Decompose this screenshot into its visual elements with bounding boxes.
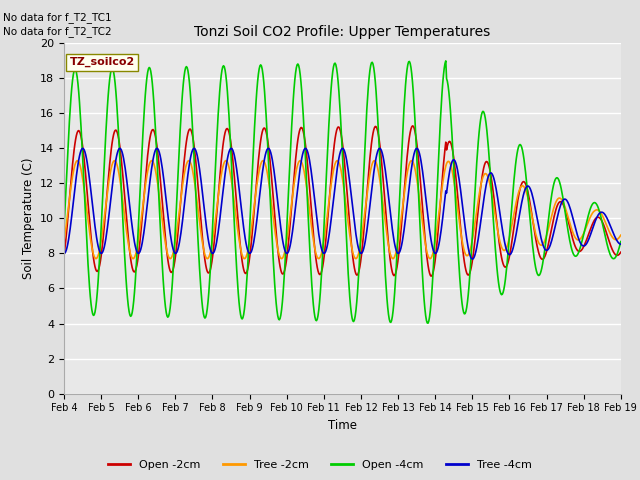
Tree -4cm (190, 145, 198, 151)
Legend: Open -2cm, Tree -2cm, Open -4cm, Tree -4cm: Open -2cm, Tree -2cm, Open -4cm, Tree -4… (104, 456, 536, 474)
Open -2cm (214, 204, 221, 209)
Title: Tonzi Soil CO2 Profile: Upper Temperatures: Tonzi Soil CO2 Profile: Upper Temperatur… (195, 25, 490, 39)
Line: Tree -4cm: Tree -4cm (64, 148, 621, 259)
Tree -2cm (412, 169, 419, 175)
Open -2cm (617, 249, 625, 255)
Tree -4cm (411, 148, 419, 154)
Tree -4cm (70, 192, 78, 198)
Tree -4cm (184, 172, 192, 178)
Tree -2cm (617, 232, 625, 238)
Text: No data for f_T2_TC2: No data for f_T2_TC2 (3, 26, 112, 37)
Open -2cm (428, 273, 435, 279)
Open -2cm (184, 131, 192, 136)
Open -4cm (214, 126, 221, 132)
Open -4cm (410, 101, 418, 107)
Tree -4cm (428, 237, 435, 243)
Text: TZ_soilco2: TZ_soilco2 (70, 57, 135, 68)
Open -4cm (617, 239, 625, 244)
Open -4cm (184, 68, 192, 73)
Tree -4cm (60, 251, 68, 256)
Tree -2cm (60, 239, 68, 244)
Open -2cm (60, 253, 68, 259)
Open -4cm (127, 313, 135, 319)
Open -2cm (428, 273, 436, 279)
Tree -4cm (127, 217, 135, 223)
Y-axis label: Soil Temperature (C): Soil Temperature (C) (22, 157, 35, 279)
Open -4cm (70, 68, 78, 74)
Open -4cm (428, 300, 435, 305)
Tree -2cm (214, 201, 221, 206)
Open -4cm (442, 58, 450, 64)
Tree -2cm (259, 158, 267, 164)
Text: No data for f_T2_TC1: No data for f_T2_TC1 (3, 12, 112, 23)
Tree -4cm (468, 256, 476, 262)
Open -4cm (60, 226, 68, 231)
Line: Tree -2cm: Tree -2cm (64, 161, 621, 259)
Tree -2cm (70, 166, 78, 171)
Line: Open -2cm: Open -2cm (64, 126, 621, 276)
Line: Open -4cm: Open -4cm (64, 61, 621, 323)
Tree -2cm (241, 256, 248, 262)
Open -2cm (411, 128, 419, 133)
Open -2cm (70, 147, 78, 153)
X-axis label: Time: Time (328, 419, 357, 432)
Tree -4cm (214, 230, 222, 236)
Tree -2cm (127, 254, 135, 260)
Open -2cm (409, 123, 417, 129)
Tree -2cm (428, 253, 436, 259)
Tree -4cm (617, 241, 625, 247)
Open -4cm (424, 320, 432, 326)
Tree -2cm (184, 158, 192, 164)
Open -2cm (127, 261, 135, 266)
